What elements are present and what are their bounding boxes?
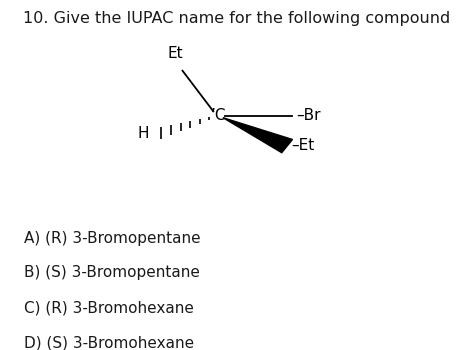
Text: ʼC: ʼC — [210, 108, 226, 123]
Text: H: H — [138, 126, 149, 140]
Text: B) (S) 3-Bromopentane: B) (S) 3-Bromopentane — [24, 266, 200, 280]
Text: A) (R) 3-Bromopentane: A) (R) 3-Bromopentane — [24, 231, 201, 245]
Text: –Et: –Et — [292, 138, 315, 153]
Polygon shape — [223, 118, 292, 153]
Text: C) (R) 3-Bromohexane: C) (R) 3-Bromohexane — [24, 301, 193, 315]
Text: 10. Give the IUPAC name for the following compound: 10. Give the IUPAC name for the followin… — [23, 10, 451, 26]
Text: –Br: –Br — [296, 108, 321, 123]
Text: D) (S) 3-Bromohexane: D) (S) 3-Bromohexane — [24, 336, 194, 350]
Text: Et: Et — [168, 46, 183, 61]
